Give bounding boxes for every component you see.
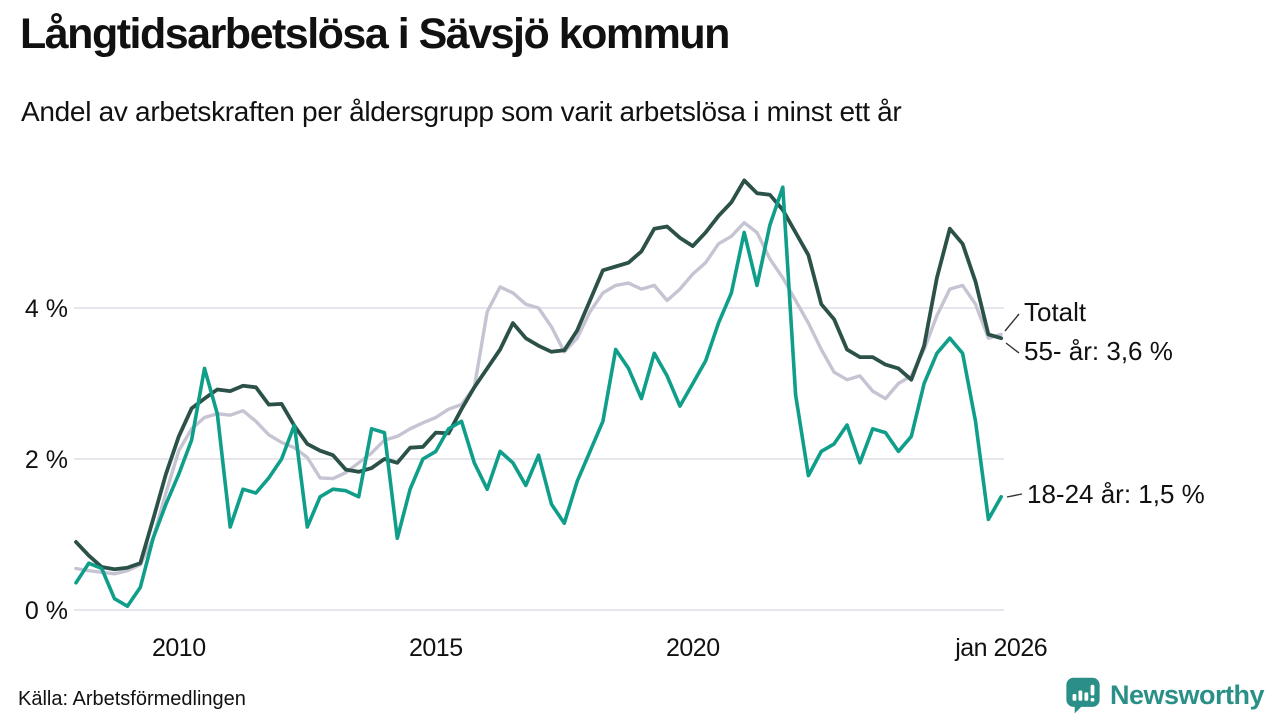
source-note: Källa: Arbetsförmedlingen — [18, 688, 246, 710]
x-tick-label: jan 2026 — [954, 634, 1047, 662]
series-line-18-24-r — [74, 185, 1004, 609]
newsworthy-logo[interactable]: Newsworthy — [1064, 676, 1265, 714]
series-end-label: 55- år: 3,6 % — [1024, 336, 1173, 366]
newsworthy-chart-bubble-icon — [1066, 677, 1100, 714]
series-line-totalt — [74, 220, 1003, 576]
annotation-connector — [1006, 493, 1023, 498]
annotation-connector — [1005, 342, 1020, 354]
y-tick-label: 0 % — [25, 597, 68, 625]
newsworthy-wordmark: Newsworthy — [1109, 679, 1265, 710]
x-tick-label: 2020 — [666, 634, 720, 662]
page-subtitle: Andel av arbetskraften per åldersgrupp s… — [21, 96, 902, 127]
page-title: Långtidsarbetslösa i Sävsjö kommun — [20, 10, 730, 58]
series-end-label: 18-24 år: 1,5 % — [1027, 479, 1205, 509]
y-tick-label: 2 % — [25, 446, 68, 474]
x-tick-label: 2010 — [152, 634, 206, 662]
x-tick-label: 2015 — [409, 634, 463, 662]
series-line-55-r — [74, 178, 1004, 572]
annotation-connector — [1004, 313, 1020, 332]
series-end-label: Totalt — [1024, 297, 1087, 327]
y-tick-label: 4 % — [25, 295, 68, 323]
